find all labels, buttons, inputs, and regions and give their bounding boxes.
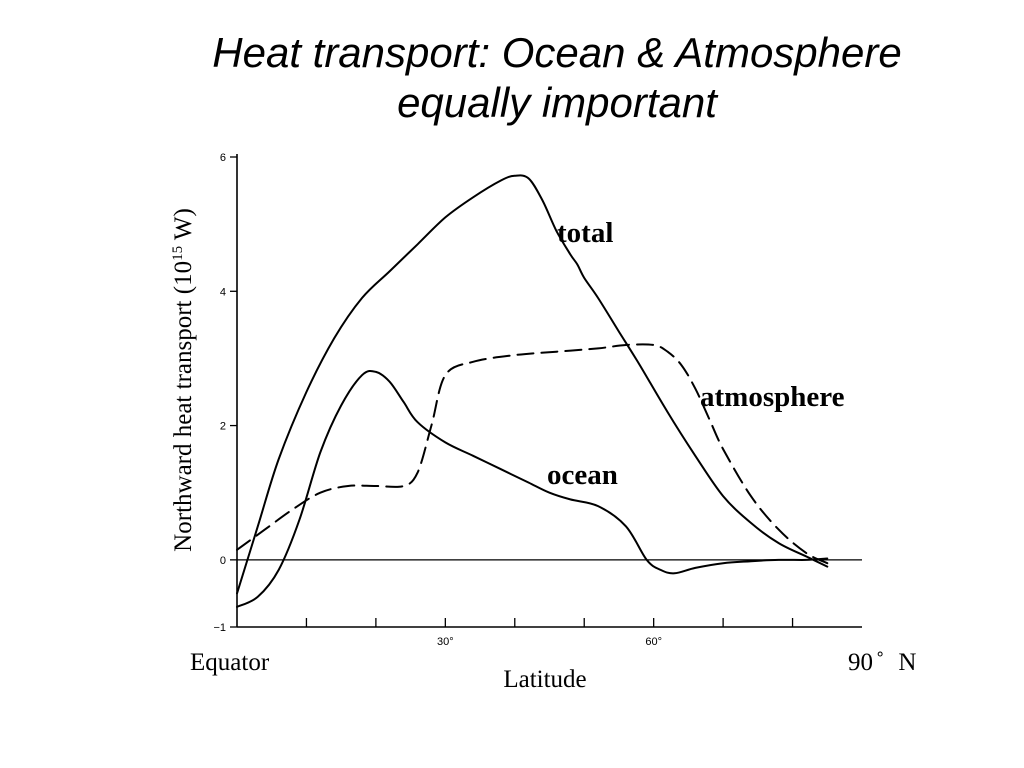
slide-title: Heat transport: Ocean & Atmosphere equal… (90, 28, 1024, 128)
label-ocean: ocean (547, 459, 618, 491)
chart-series (236, 174, 829, 608)
series-line-ocean (236, 369, 829, 608)
x-start-label: Equator (190, 649, 270, 676)
label-atmosphere: atmosphere (700, 381, 845, 413)
title-line-2: equally important (397, 79, 717, 126)
x-axis-label: Latitude (503, 666, 586, 693)
x-tick-label: 60° (645, 636, 662, 648)
title-line-1: Heat transport: Ocean & Atmosphere (212, 29, 902, 76)
y-tick-label: 0 (220, 555, 226, 567)
x-end-label: 90 ˚ N (848, 649, 916, 676)
series-line-total (236, 174, 829, 595)
label-total: total (557, 217, 613, 249)
y-axis-label: Northward heat transport (1015 W) (170, 208, 197, 552)
y-tick-label: 2 (220, 421, 226, 433)
y-tick-label: 4 (220, 286, 226, 298)
x-tick-label: 30° (437, 636, 454, 648)
y-tick-label: −1 (213, 622, 226, 634)
y-tick-label: 6 (220, 152, 226, 164)
chart-ticks: −1 0 2 4 6 30° 60° (213, 152, 794, 648)
series-line-atmosphere (236, 343, 829, 565)
